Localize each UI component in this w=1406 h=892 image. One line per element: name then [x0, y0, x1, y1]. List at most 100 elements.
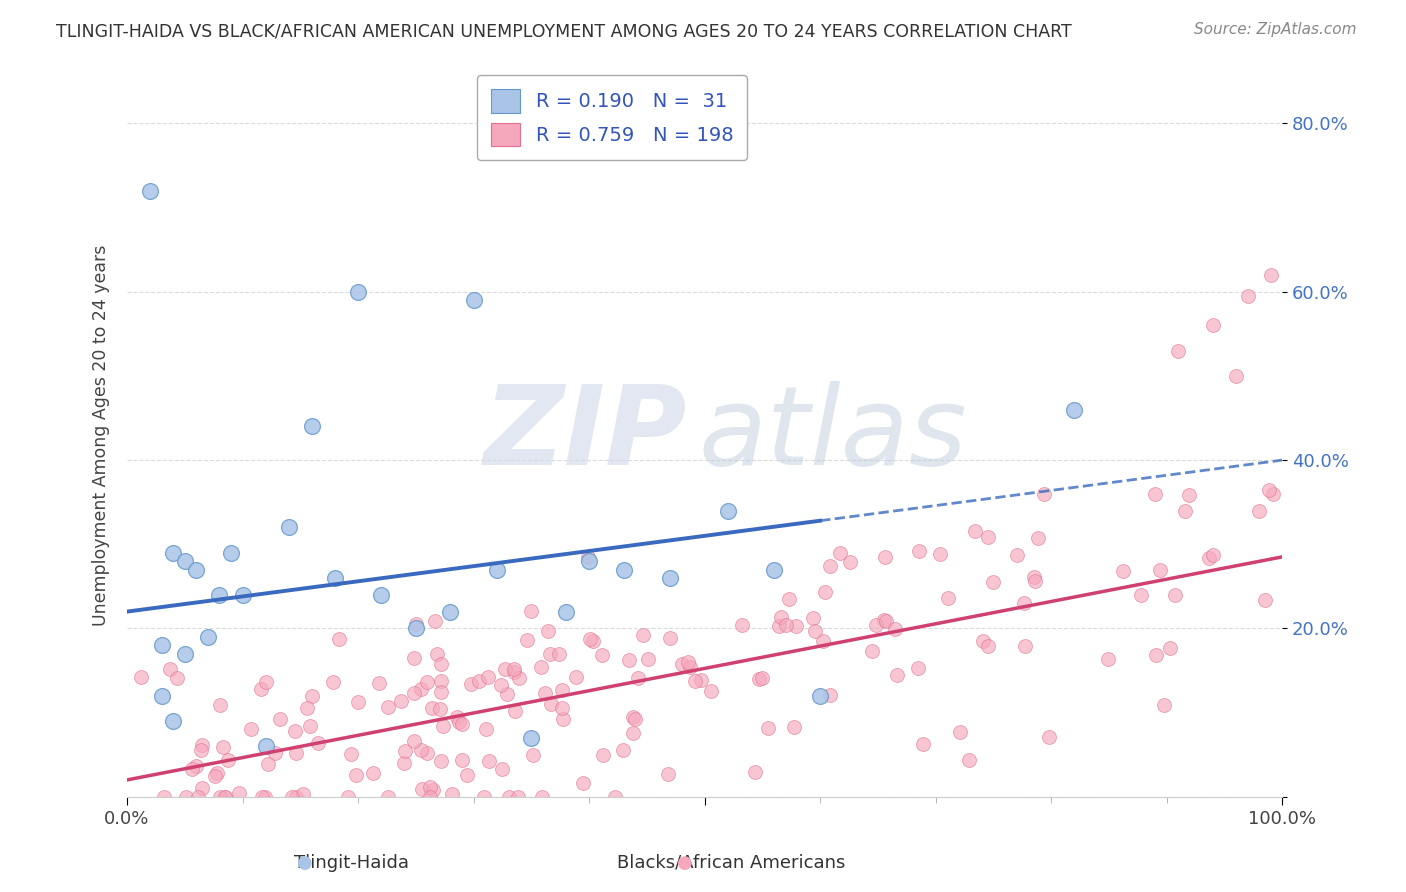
Point	[627, 671, 650, 685]
Point	[1236, 289, 1258, 303]
Point	[540, 697, 562, 711]
Point	[346, 695, 368, 709]
Point	[430, 754, 453, 768]
Point	[416, 746, 439, 760]
Point	[551, 682, 574, 697]
Point	[495, 687, 517, 701]
Point	[429, 657, 451, 671]
Point	[404, 685, 426, 699]
Point	[1167, 343, 1189, 358]
Point	[820, 688, 842, 702]
Point	[423, 614, 446, 628]
Point	[297, 701, 319, 715]
Point	[1149, 563, 1171, 577]
Point	[963, 524, 986, 538]
Point	[190, 743, 212, 757]
Point	[508, 789, 530, 804]
Point	[775, 618, 797, 632]
Point	[187, 789, 209, 804]
Point	[402, 733, 425, 747]
Point	[520, 604, 543, 618]
Point	[785, 618, 807, 632]
Point	[808, 689, 831, 703]
Point	[503, 704, 526, 718]
Point	[617, 653, 640, 667]
Point	[907, 661, 929, 675]
Point	[801, 611, 824, 625]
Point	[191, 739, 214, 753]
Point	[578, 554, 600, 568]
Point	[204, 769, 226, 783]
Point	[657, 767, 679, 781]
Point	[700, 684, 723, 698]
Point	[814, 585, 837, 599]
Point	[166, 671, 188, 685]
Point	[748, 673, 770, 687]
Point	[1249, 503, 1271, 517]
Point	[811, 633, 834, 648]
Point	[928, 547, 950, 561]
Point	[477, 670, 499, 684]
Point	[491, 678, 513, 692]
Point	[860, 644, 883, 658]
Point	[498, 789, 520, 804]
Point	[307, 736, 329, 750]
Point	[875, 614, 897, 628]
Point	[1198, 550, 1220, 565]
Point	[485, 562, 508, 576]
Point	[173, 554, 195, 568]
Point	[830, 546, 852, 560]
Point	[503, 665, 526, 679]
Point	[612, 743, 634, 757]
Point	[328, 632, 350, 646]
Point	[565, 670, 588, 684]
Point	[1153, 698, 1175, 713]
Point	[432, 719, 454, 733]
Point	[678, 655, 700, 669]
Point	[347, 285, 370, 299]
Point	[972, 633, 994, 648]
Point	[582, 634, 605, 648]
Text: atlas: atlas	[699, 382, 967, 488]
Point	[478, 754, 501, 768]
Point	[537, 624, 560, 638]
Point	[150, 689, 173, 703]
Point	[912, 737, 935, 751]
Point	[212, 739, 235, 754]
Point	[446, 710, 468, 724]
Point	[254, 739, 277, 754]
Point	[405, 617, 427, 632]
Point	[190, 781, 212, 796]
Point	[621, 710, 644, 724]
Point	[339, 747, 361, 761]
Point	[1033, 487, 1056, 501]
Y-axis label: Unemployment Among Ages 20 to 24 years: Unemployment Among Ages 20 to 24 years	[93, 244, 110, 625]
Point	[284, 723, 307, 738]
Point	[409, 743, 432, 757]
Point	[522, 747, 544, 762]
Point	[441, 787, 464, 801]
Point	[162, 714, 184, 728]
Point	[264, 747, 287, 761]
Point	[659, 631, 682, 645]
Point	[361, 766, 384, 780]
Point	[957, 753, 980, 767]
Point	[538, 647, 561, 661]
Point	[153, 789, 176, 804]
Point	[389, 694, 412, 708]
Point	[865, 617, 887, 632]
Point	[416, 674, 439, 689]
Point	[250, 789, 273, 804]
Point	[1026, 531, 1049, 545]
Point	[197, 630, 219, 644]
Point	[1130, 589, 1153, 603]
Point	[770, 610, 793, 624]
Point	[508, 671, 530, 685]
Point	[977, 639, 1000, 653]
Point	[377, 789, 399, 804]
Point	[818, 559, 841, 574]
Point	[298, 719, 321, 733]
Point	[205, 765, 228, 780]
Point	[150, 638, 173, 652]
Point	[217, 753, 239, 767]
